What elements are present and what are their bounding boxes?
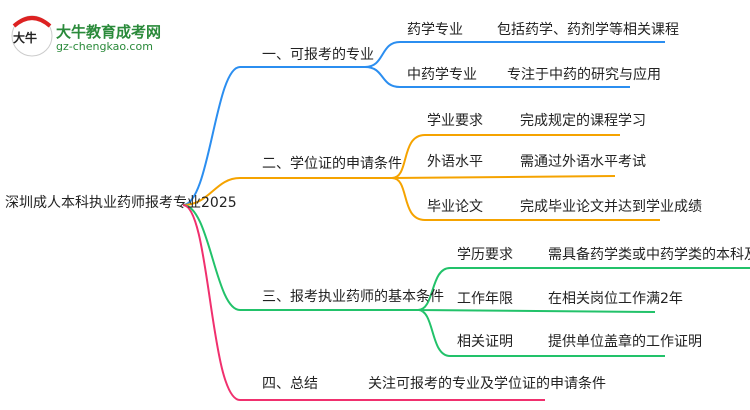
- branch-3-label: 三、报考执业药师的基本条件: [262, 289, 444, 305]
- logo-arc: [12, 16, 52, 28]
- leaf-value: 需具备药学类或中药学类的本科及以上学历: [548, 247, 750, 263]
- leaf-value: 包括药学、药剂学等相关课程: [497, 22, 679, 38]
- logo-name: 大牛教育成考网: [56, 23, 162, 41]
- branch-1-sub: [364, 41, 665, 88]
- leaf-value: 需通过外语水平考试: [520, 154, 646, 170]
- leaf-key: 工作年限: [457, 291, 513, 307]
- leaf-key: 学业要求: [427, 113, 483, 129]
- branch-2-sub: [391, 134, 660, 221]
- logo-mark: 大牛: [13, 31, 38, 45]
- leaf-key: 药学专业: [407, 22, 463, 38]
- leaf-value: 关注可报考的专业及学位证的申请条件: [368, 376, 606, 392]
- branch-1-label: 一、可报考的专业: [262, 47, 374, 63]
- branch-3-sub: [417, 267, 750, 357]
- leaf-key: 相关证明: [457, 334, 513, 350]
- leaf-value: 专注于中药的研究与应用: [507, 67, 661, 83]
- branch-2-label: 二、学位证的申请条件: [262, 156, 402, 172]
- root-node: 深圳成人本科执业药师报考专业2025: [5, 195, 237, 211]
- leaf-value: 提供单位盖章的工作证明: [548, 334, 702, 350]
- branch-2-line: [182, 177, 392, 206]
- leaf-key: 学历要求: [457, 247, 513, 263]
- branch-4-line: [182, 204, 545, 401]
- leaf-value: 完成毕业论文并达到学业成绩: [520, 199, 702, 215]
- branch-3-line: [182, 204, 418, 311]
- branch-4-label: 四、总结: [262, 376, 318, 392]
- leaf-key: 毕业论文: [427, 199, 483, 215]
- leaf-value: 在相关岗位工作满2年: [548, 291, 683, 307]
- leaf-value: 完成规定的课程学习: [520, 113, 646, 129]
- branch-1-line: [182, 66, 365, 206]
- leaf-key: 中药学专业: [407, 67, 477, 83]
- leaf-key: 外语水平: [427, 154, 483, 170]
- logo-url: gz-chengkao.com: [56, 40, 153, 53]
